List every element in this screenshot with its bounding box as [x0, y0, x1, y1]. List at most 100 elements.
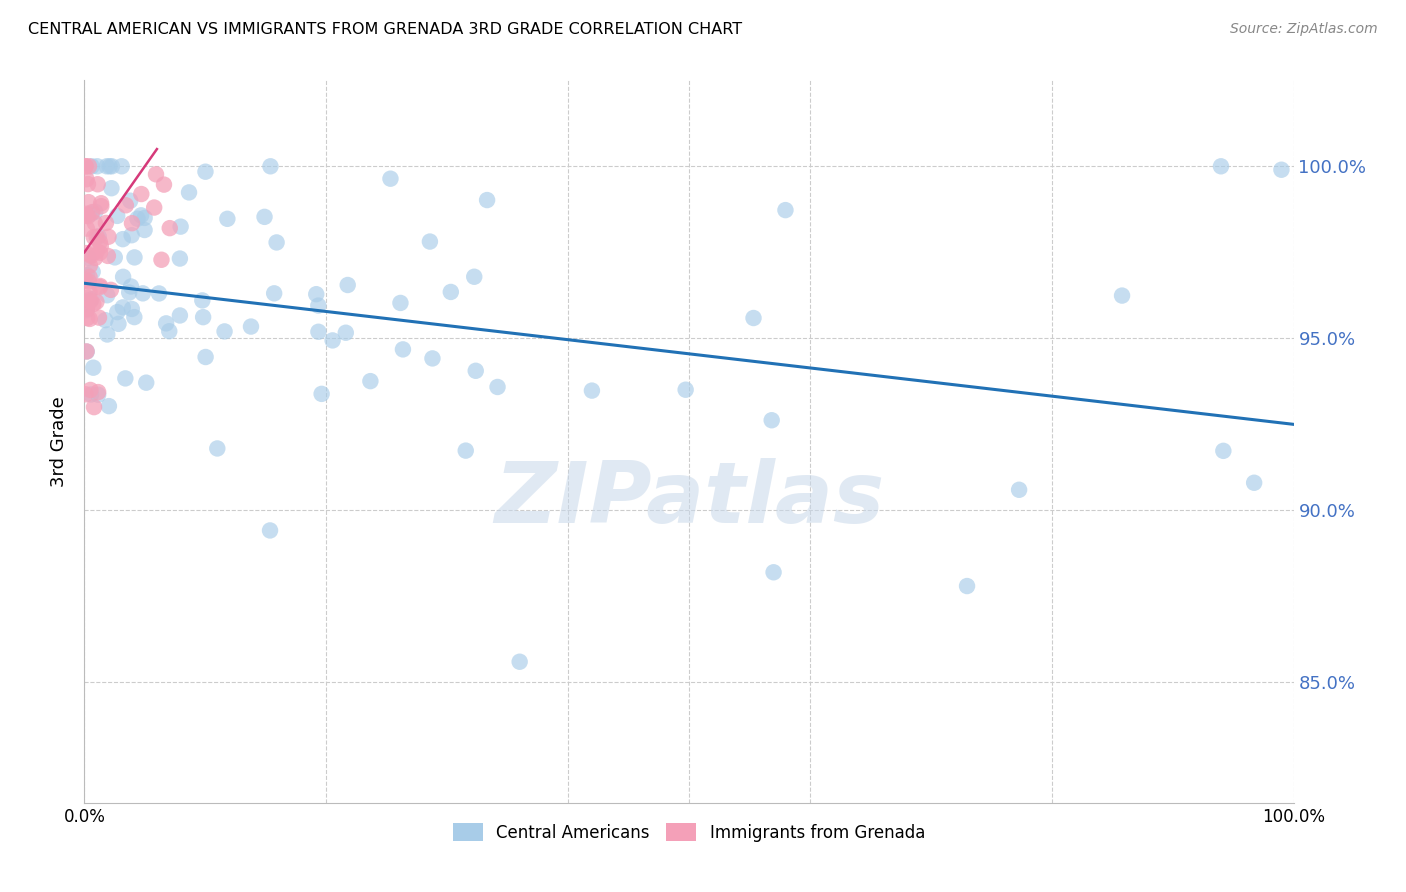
Point — [305, 287, 328, 301]
Point — [177, 186, 200, 200]
Point — [121, 301, 143, 316]
Point — [419, 235, 441, 249]
Point — [77, 291, 100, 305]
Point — [89, 279, 111, 293]
Point — [77, 195, 100, 210]
Point — [169, 252, 191, 266]
Point — [132, 286, 155, 301]
Point — [463, 269, 485, 284]
Point — [336, 278, 359, 293]
Point — [111, 301, 134, 315]
Point — [75, 246, 97, 260]
Point — [112, 269, 135, 284]
Point — [89, 235, 111, 249]
Point — [155, 317, 177, 331]
Point — [150, 252, 173, 267]
Point — [90, 199, 112, 213]
Point — [82, 265, 104, 279]
Point — [307, 325, 329, 339]
Point — [134, 211, 156, 225]
Point — [94, 216, 117, 230]
Point — [80, 249, 103, 263]
Point — [77, 293, 100, 308]
Point — [124, 310, 146, 325]
Point — [1008, 483, 1031, 497]
Point — [762, 566, 785, 580]
Point — [79, 285, 101, 300]
Point — [97, 249, 120, 263]
Point — [101, 159, 124, 173]
Point — [80, 387, 103, 401]
Point — [80, 292, 103, 306]
Point — [76, 344, 98, 359]
Point — [79, 259, 101, 273]
Point — [75, 387, 97, 401]
Point — [86, 178, 108, 192]
Point — [86, 159, 108, 173]
Point — [207, 442, 229, 456]
Point — [75, 273, 97, 287]
Point — [105, 209, 128, 223]
Point — [79, 312, 101, 326]
Point — [322, 334, 344, 348]
Point — [76, 221, 98, 235]
Point — [143, 201, 166, 215]
Point — [76, 295, 98, 310]
Point — [87, 229, 110, 244]
Point — [145, 167, 167, 181]
Point — [359, 374, 381, 388]
Point — [335, 326, 357, 340]
Point — [111, 232, 134, 246]
Point — [76, 303, 98, 318]
Point — [307, 299, 329, 313]
Point — [82, 297, 104, 311]
Point — [486, 380, 509, 394]
Point — [191, 293, 214, 308]
Point — [135, 376, 157, 390]
Point — [121, 228, 143, 243]
Y-axis label: 3rd Grade: 3rd Grade — [51, 396, 69, 487]
Point — [77, 159, 100, 173]
Point — [75, 159, 97, 173]
Point — [90, 196, 112, 211]
Point — [80, 207, 103, 221]
Point — [86, 229, 108, 244]
Point — [87, 388, 110, 402]
Point — [120, 194, 142, 208]
Point — [217, 211, 239, 226]
Point — [253, 210, 276, 224]
Text: ZIPatlas: ZIPatlas — [494, 458, 884, 541]
Point — [240, 319, 263, 334]
Point — [742, 311, 765, 326]
Point — [111, 159, 134, 173]
Point — [475, 193, 498, 207]
Point — [98, 159, 121, 173]
Point — [194, 350, 217, 364]
Point — [100, 181, 122, 195]
Point — [84, 204, 107, 219]
Point — [120, 279, 142, 293]
Point — [104, 251, 127, 265]
Point — [259, 159, 281, 173]
Point — [169, 309, 191, 323]
Point — [76, 268, 98, 282]
Point — [311, 387, 333, 401]
Point — [159, 221, 181, 235]
Point — [169, 219, 191, 234]
Point — [83, 400, 105, 414]
Point — [775, 203, 797, 218]
Point — [89, 280, 111, 294]
Point — [259, 524, 281, 538]
Point — [148, 286, 170, 301]
Point — [75, 207, 97, 221]
Point — [191, 310, 214, 325]
Legend: Central Americans, Immigrants from Grenada: Central Americans, Immigrants from Grena… — [446, 817, 932, 848]
Point — [129, 208, 152, 222]
Point — [77, 251, 100, 265]
Point — [83, 216, 105, 230]
Point — [97, 229, 120, 244]
Point — [1243, 475, 1265, 490]
Point — [86, 294, 108, 309]
Point — [77, 209, 100, 223]
Point — [454, 443, 477, 458]
